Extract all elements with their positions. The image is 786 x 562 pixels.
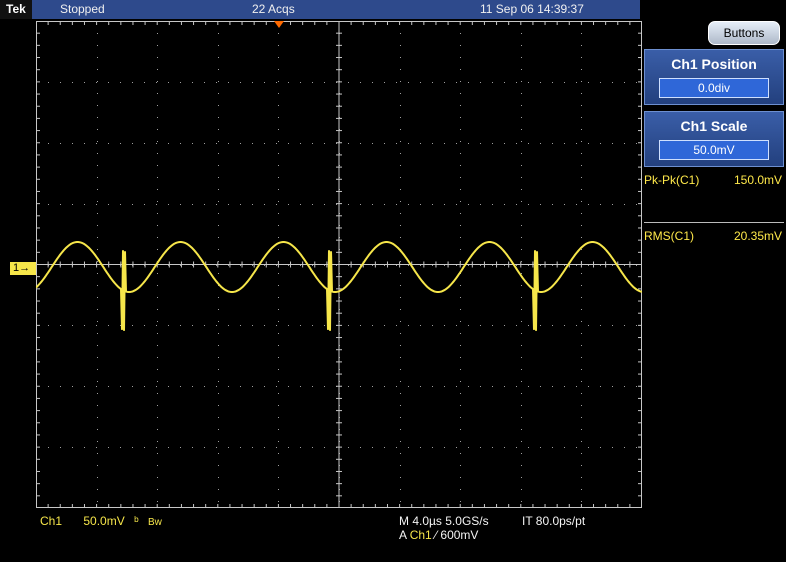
ch1-scale-title: Ch1 Scale: [680, 118, 748, 134]
trigger-prefix: A: [399, 528, 407, 542]
trigger-slope-icon: ⁄: [435, 528, 438, 542]
buttons-button[interactable]: Buttons: [708, 21, 780, 45]
pkpk-value: 150.0mV: [733, 173, 782, 187]
acq-state: Stopped: [60, 2, 105, 16]
brand-label: Tek: [0, 0, 32, 19]
ch1-scale-panel[interactable]: Ch1 Scale 50.0mV: [644, 111, 784, 167]
ch1-trace: [36, 241, 642, 331]
timebase-label: M 4.0µs 5.0GS/s: [399, 514, 489, 528]
rms-label: RMS(C1): [644, 229, 694, 243]
ch1-ground-marker[interactable]: 1→: [10, 262, 36, 275]
measurement-pkpk: Pk-Pk(C1) 150.0mV: [644, 173, 782, 187]
trigger-position-marker: [274, 21, 284, 28]
waveform-display: [36, 21, 642, 508]
bw-label: Bw: [147, 517, 162, 528]
divider: [644, 222, 784, 223]
ch1-position-title: Ch1 Position: [671, 56, 757, 72]
vdiv-label: 50.0mV: [83, 514, 125, 528]
acq-count: 22 Acqs: [252, 2, 295, 16]
timestamp: 11 Sep 06 14:39:37: [480, 2, 584, 16]
status-bar: Tek Stopped 22 Acqs 11 Sep 06 14:39:37: [0, 0, 640, 19]
ch1-position-panel[interactable]: Ch1 Position 0.0div: [644, 49, 784, 105]
measurement-rms: RMS(C1) 20.35mV: [644, 229, 782, 243]
trigger-level: 600mV: [440, 528, 479, 542]
ch-label: Ch1: [40, 514, 63, 528]
ch1-position-value[interactable]: 0.0div: [659, 78, 769, 98]
trigger-channel: Ch1: [409, 528, 432, 542]
timebase-readout: M 4.0µs 5.0GS/s A Ch1 ⁄ 600mV: [399, 514, 489, 542]
bw-icon: ᵇ: [134, 514, 139, 528]
rms-value: 20.35mV: [733, 229, 782, 243]
channel-readout: Ch1 50.0mV ᵇ Bw: [40, 514, 162, 528]
pkpk-label: Pk-Pk(C1): [644, 173, 700, 187]
side-panel: Buttons Ch1 Position 0.0div Ch1 Scale 50…: [642, 19, 786, 562]
ch1-scale-value[interactable]: 50.0mV: [659, 140, 769, 160]
it-readout: IT 80.0ps/pt: [522, 514, 586, 528]
